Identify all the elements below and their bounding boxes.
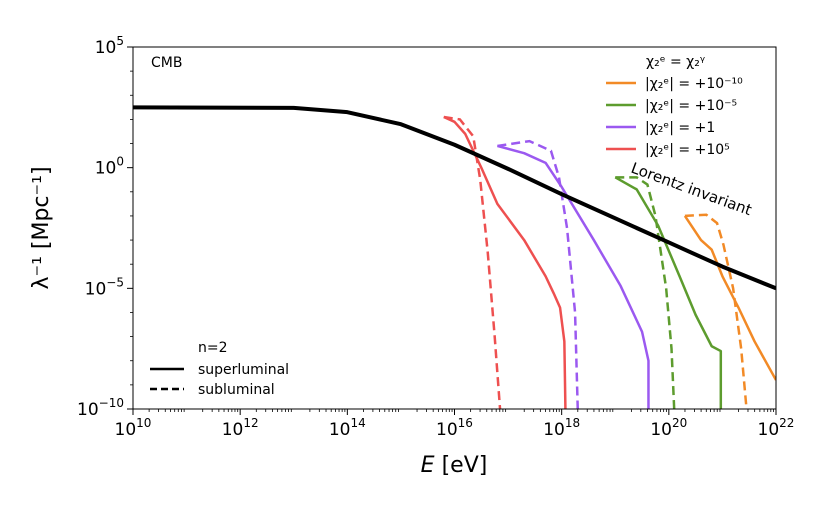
series-legend: χ₂ᵉ = χ₂ᵞ |χ₂ᵉ| = +10⁻¹⁰ |χ₂ᵉ| = +10⁻⁵ |χ₂… bbox=[606, 54, 743, 158]
panel-label: CMB bbox=[151, 55, 182, 71]
legend-label-0: |χ₂ᵉ| = +10⁻¹⁰ bbox=[645, 76, 743, 92]
y-tick-label: 10−10 bbox=[77, 396, 124, 420]
x-tick-label: 1016 bbox=[436, 416, 473, 440]
x-axis-symbol: E bbox=[421, 453, 435, 478]
lorentz-invariant-line bbox=[133, 105, 776, 291]
series-0-superluminal-line bbox=[683, 215, 776, 381]
y-tick-label: 105 bbox=[95, 34, 124, 58]
style-legend-label-dashed: subluminal bbox=[198, 382, 275, 398]
y-tick-label: 10−5 bbox=[85, 275, 124, 299]
x-tick-label: 1014 bbox=[329, 416, 366, 440]
series-3-subluminal-line bbox=[443, 115, 502, 409]
series-0-subluminal-line bbox=[684, 213, 748, 409]
y-tick-label: 100 bbox=[95, 155, 124, 179]
legend-label-1: |χ₂ᵉ| = +10⁻⁵ bbox=[645, 98, 737, 114]
style-legend: n=2 superluminal subluminal bbox=[150, 340, 289, 398]
legend-label-2: |χ₂ᵉ| = +1 bbox=[645, 120, 715, 136]
x-axis-title: E [eV] bbox=[421, 453, 488, 478]
y-axis-title: λ⁻¹ [Mpc⁻¹] bbox=[29, 166, 54, 289]
style-legend-label-solid: superluminal bbox=[198, 362, 289, 378]
series-3-superluminal-line bbox=[443, 115, 567, 409]
ticks-layer: 1010 1012 1014 1016 1018 1020 1022 105 100 10−5 10… bbox=[77, 34, 794, 440]
series-1-subluminal-line bbox=[615, 176, 676, 409]
x-tick-label: 1018 bbox=[543, 416, 580, 440]
x-tick-label: 1022 bbox=[758, 416, 795, 440]
series-layer bbox=[133, 105, 776, 409]
style-legend-title: n=2 bbox=[198, 340, 228, 356]
series-2-superluminal-line bbox=[497, 144, 650, 409]
legend-title: χ₂ᵉ = χ₂ᵞ bbox=[646, 54, 705, 70]
x-tick-label: 1020 bbox=[650, 416, 687, 440]
x-axis-unit: [eV] bbox=[435, 453, 488, 478]
x-tick-label: 1012 bbox=[222, 416, 259, 440]
x-tick-label: 1010 bbox=[115, 416, 152, 440]
legend-label-3: |χ₂ᵉ| = +10⁵ bbox=[645, 142, 730, 158]
series-2-subluminal-line bbox=[497, 139, 579, 409]
series-1-superluminal-line bbox=[614, 176, 723, 409]
